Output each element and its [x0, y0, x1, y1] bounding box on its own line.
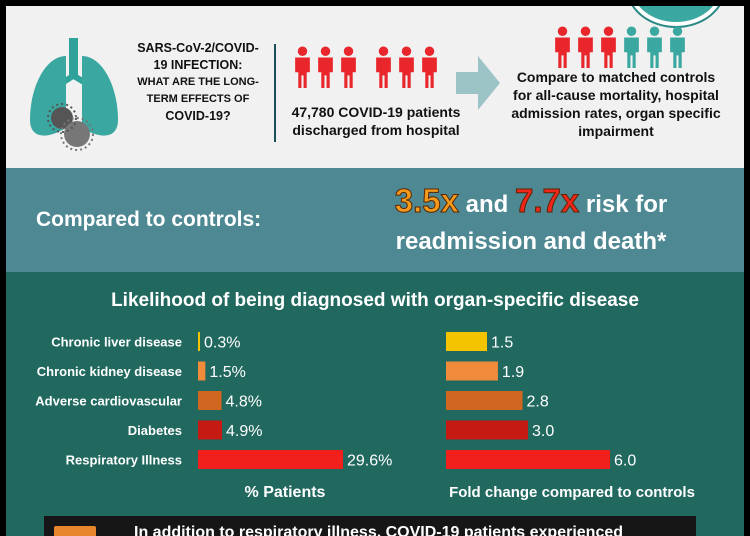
intro-question: SARS-CoV-2/COVID- 19 INFECTION: WHAT ARE…: [128, 40, 268, 125]
patients-line: 47,780 COVID-19 patients: [291, 104, 461, 120]
intro-line: TERM EFFECTS OF: [146, 93, 250, 105]
percent-bar: [198, 420, 223, 440]
controls-people-icons: [551, 26, 689, 68]
logo-badge: [628, 6, 724, 26]
person-icon: [318, 46, 333, 88]
intro-line: WHAT ARE THE LONG-: [137, 76, 259, 88]
percent-value-label: 4.8%: [226, 394, 262, 411]
lungs-icon: [30, 38, 118, 151]
person-icon: [341, 46, 356, 88]
person-icon: [670, 26, 685, 68]
category-label: Respiratory Illness: [66, 453, 182, 468]
compare-line: admission rates, organ specific: [511, 105, 721, 121]
person-icon: [647, 26, 662, 68]
banner-and: and: [465, 191, 509, 218]
infographic: SARS-CoV-2/COVID- 19 INFECTION: WHAT ARE…: [6, 6, 744, 536]
readmission-multiplier: 3.5x: [394, 182, 459, 220]
fold-change-bar: [446, 332, 487, 351]
compare-line: Compare to matched controls: [516, 69, 716, 85]
person-icon: [399, 46, 414, 88]
footer-banner: In addition to respiratory illness, COVI…: [44, 516, 696, 536]
compare-line: for all-cause mortality, hospital: [513, 87, 719, 103]
patients-count-text: 47,780 COVID-19 patients discharged from…: [281, 103, 471, 139]
banner-label: Compared to controls:: [36, 208, 262, 231]
bar-chart: Chronic liver disease 0.3% 1.5 Chronic kidn…: [35, 332, 695, 501]
fold-change-bar: [446, 391, 523, 410]
percent-value-label: 4.9%: [226, 423, 262, 440]
x-axis-label-right: Fold change compared to controls: [449, 484, 695, 501]
death-multiplier: 7.7x: [514, 182, 580, 220]
patients-people-icons: [291, 46, 441, 88]
percent-value-label: 29.6%: [347, 453, 392, 470]
percent-bar: [198, 332, 200, 351]
footer-icon: [54, 526, 96, 536]
fold-change-bar: [446, 450, 610, 469]
percent-bar: [198, 391, 222, 410]
fold-change-value-label: 6.0: [614, 453, 636, 470]
patients-line: discharged from hospital: [292, 122, 460, 138]
fold-change-bar: [446, 361, 498, 381]
x-axis-label-left: % Patients: [245, 484, 326, 501]
person-icon: [601, 26, 616, 68]
banner-line2: readmission and death*: [395, 228, 667, 255]
person-icon: [422, 46, 437, 88]
person-icon: [624, 26, 639, 68]
header-section: SARS-CoV-2/COVID- 19 INFECTION: WHAT ARE…: [6, 6, 744, 166]
fold-change-value-label: 1.5: [491, 335, 513, 352]
percent-bar: [198, 450, 343, 469]
chart-title: Likelihood of being diagnosed with organ…: [111, 290, 639, 311]
percent-value-label: 1.5%: [209, 364, 245, 381]
footer-text: In addition to respiratory illness, COVI…: [134, 524, 624, 536]
risk-banner: Compared to controls: 3.5x and 7.7x risk…: [6, 168, 744, 272]
person-icon: [295, 46, 310, 88]
category-label: Adverse cardiovascular: [35, 394, 182, 409]
arrow-right-icon: [456, 56, 500, 110]
fold-change-value-label: 3.0: [532, 423, 554, 440]
category-label: Diabetes: [128, 423, 182, 438]
category-label: Chronic kidney disease: [37, 364, 182, 379]
intro-line: COVID-19?: [165, 109, 231, 123]
compare-line: impairment: [578, 123, 654, 139]
person-icon: [376, 46, 391, 88]
intro-line: SARS-CoV-2/COVID-: [137, 41, 259, 55]
percent-value-label: 0.3%: [204, 335, 240, 352]
fold-change-value-label: 1.9: [502, 364, 524, 381]
banner-risk-text: 3.5x and 7.7x risk for readmission and d…: [346, 182, 716, 260]
person-icon: [578, 26, 593, 68]
percent-bar: [198, 361, 206, 381]
intro-line: 19 INFECTION:: [153, 58, 243, 72]
compare-text: Compare to matched controls for all-caus…: [496, 68, 736, 140]
divider-line: [274, 44, 276, 142]
fold-change-value-label: 2.8: [527, 394, 549, 411]
chart-panel: Likelihood of being diagnosed with organ…: [6, 272, 744, 536]
fold-change-bar: [446, 420, 528, 440]
banner-after: risk for: [585, 191, 668, 218]
person-icon: [555, 26, 570, 68]
category-label: Chronic liver disease: [51, 335, 182, 350]
